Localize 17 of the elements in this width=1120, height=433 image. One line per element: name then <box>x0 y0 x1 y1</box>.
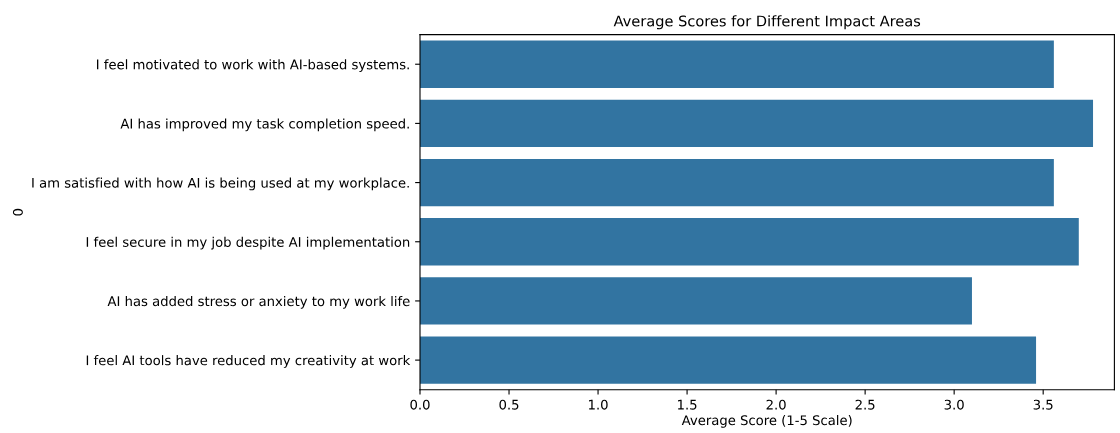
y-tick-label: I feel motivated to work with AI-based systems. <box>97 59 409 72</box>
x-tick-label: 2.5 <box>855 399 875 410</box>
x-axis-title: Average Score (1-5 Scale) <box>681 414 852 428</box>
y-tick-label: AI has added stress or anxiety to my work life <box>107 295 410 309</box>
x-tick-label: 2.0 <box>766 399 786 410</box>
y-tick-label: I feel AI tools have reduced my creativity at work <box>86 355 411 368</box>
x-tick-label: 0.5 <box>499 399 519 410</box>
y-axis-title: 0 <box>12 208 23 216</box>
x-tick-label: 3.0 <box>944 399 964 410</box>
y-tick-label: AI has improved my task completion speed. <box>120 118 409 132</box>
x-tick-label: 1.0 <box>589 399 608 410</box>
x-tick-label: 1.5 <box>678 399 697 410</box>
y-tick-label: I feel secure in my job despite AI implementation <box>86 236 410 250</box>
y-tick-label: I am satisfied with how AI is being used at my workplace. <box>32 177 409 191</box>
x-tick-label: 0.0 <box>410 399 430 410</box>
chart-title: Average Scores for Different Impact Areas <box>613 15 921 30</box>
x-tick-label: 3.5 <box>1033 399 1053 410</box>
